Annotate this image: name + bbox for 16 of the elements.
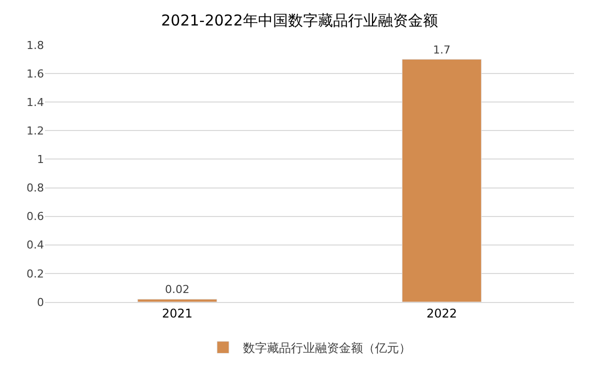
y-tick-label: 1 [37, 153, 44, 166]
y-tick-label: 1.6 [26, 67, 44, 80]
y-tick-label: 1.4 [26, 96, 44, 109]
y-tick-label: 1.8 [26, 38, 44, 52]
legend-label: 数字藏品行业融资金额（亿元） [243, 341, 411, 356]
x-tick-label: 2022 [426, 306, 458, 320]
y-tick-label: 1.2 [26, 124, 44, 138]
y-tick-label: 0.6 [26, 210, 44, 224]
data-label: 0.02 [165, 283, 190, 296]
y-tick-label: 0.2 [26, 267, 44, 280]
chart-title: 2021-2022年中国数字藏品行业融资金额 [161, 11, 438, 30]
y-tick-label: 0.8 [26, 182, 44, 195]
x-tick-label: 2021 [162, 306, 193, 320]
y-tick-label: 0.4 [26, 238, 44, 252]
y-tick-label: 0 [37, 296, 44, 309]
data-label: 1.7 [433, 43, 450, 56]
